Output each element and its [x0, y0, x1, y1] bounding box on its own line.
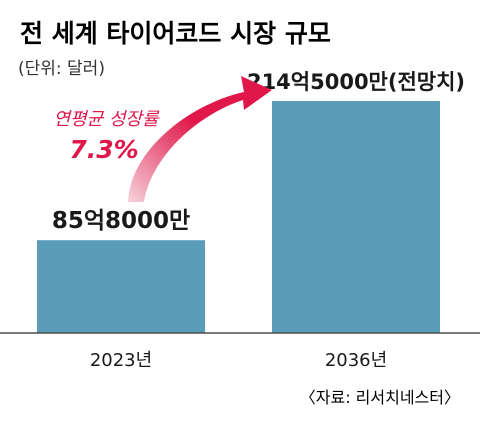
value-label-1: 85억8000만 [52, 208, 190, 234]
growth-label: 연평균 성장률 [53, 109, 160, 130]
growth-value: 7.3% [69, 135, 138, 164]
source-note: 〈자료: 리서치네스터〉 [300, 388, 460, 407]
chart-title: 전 세계 타이어코드 시장 규모 [20, 19, 331, 48]
chart-subtitle: (단위: 달러) [18, 59, 105, 79]
bar-2 [272, 101, 440, 333]
growth-arrow [128, 76, 272, 202]
category-label-2: 2036년 [325, 350, 387, 371]
category-label-1: 2023년 [90, 350, 152, 371]
bar-1 [37, 240, 205, 333]
value-label-2: 214억5000만(전망치) [247, 70, 465, 94]
